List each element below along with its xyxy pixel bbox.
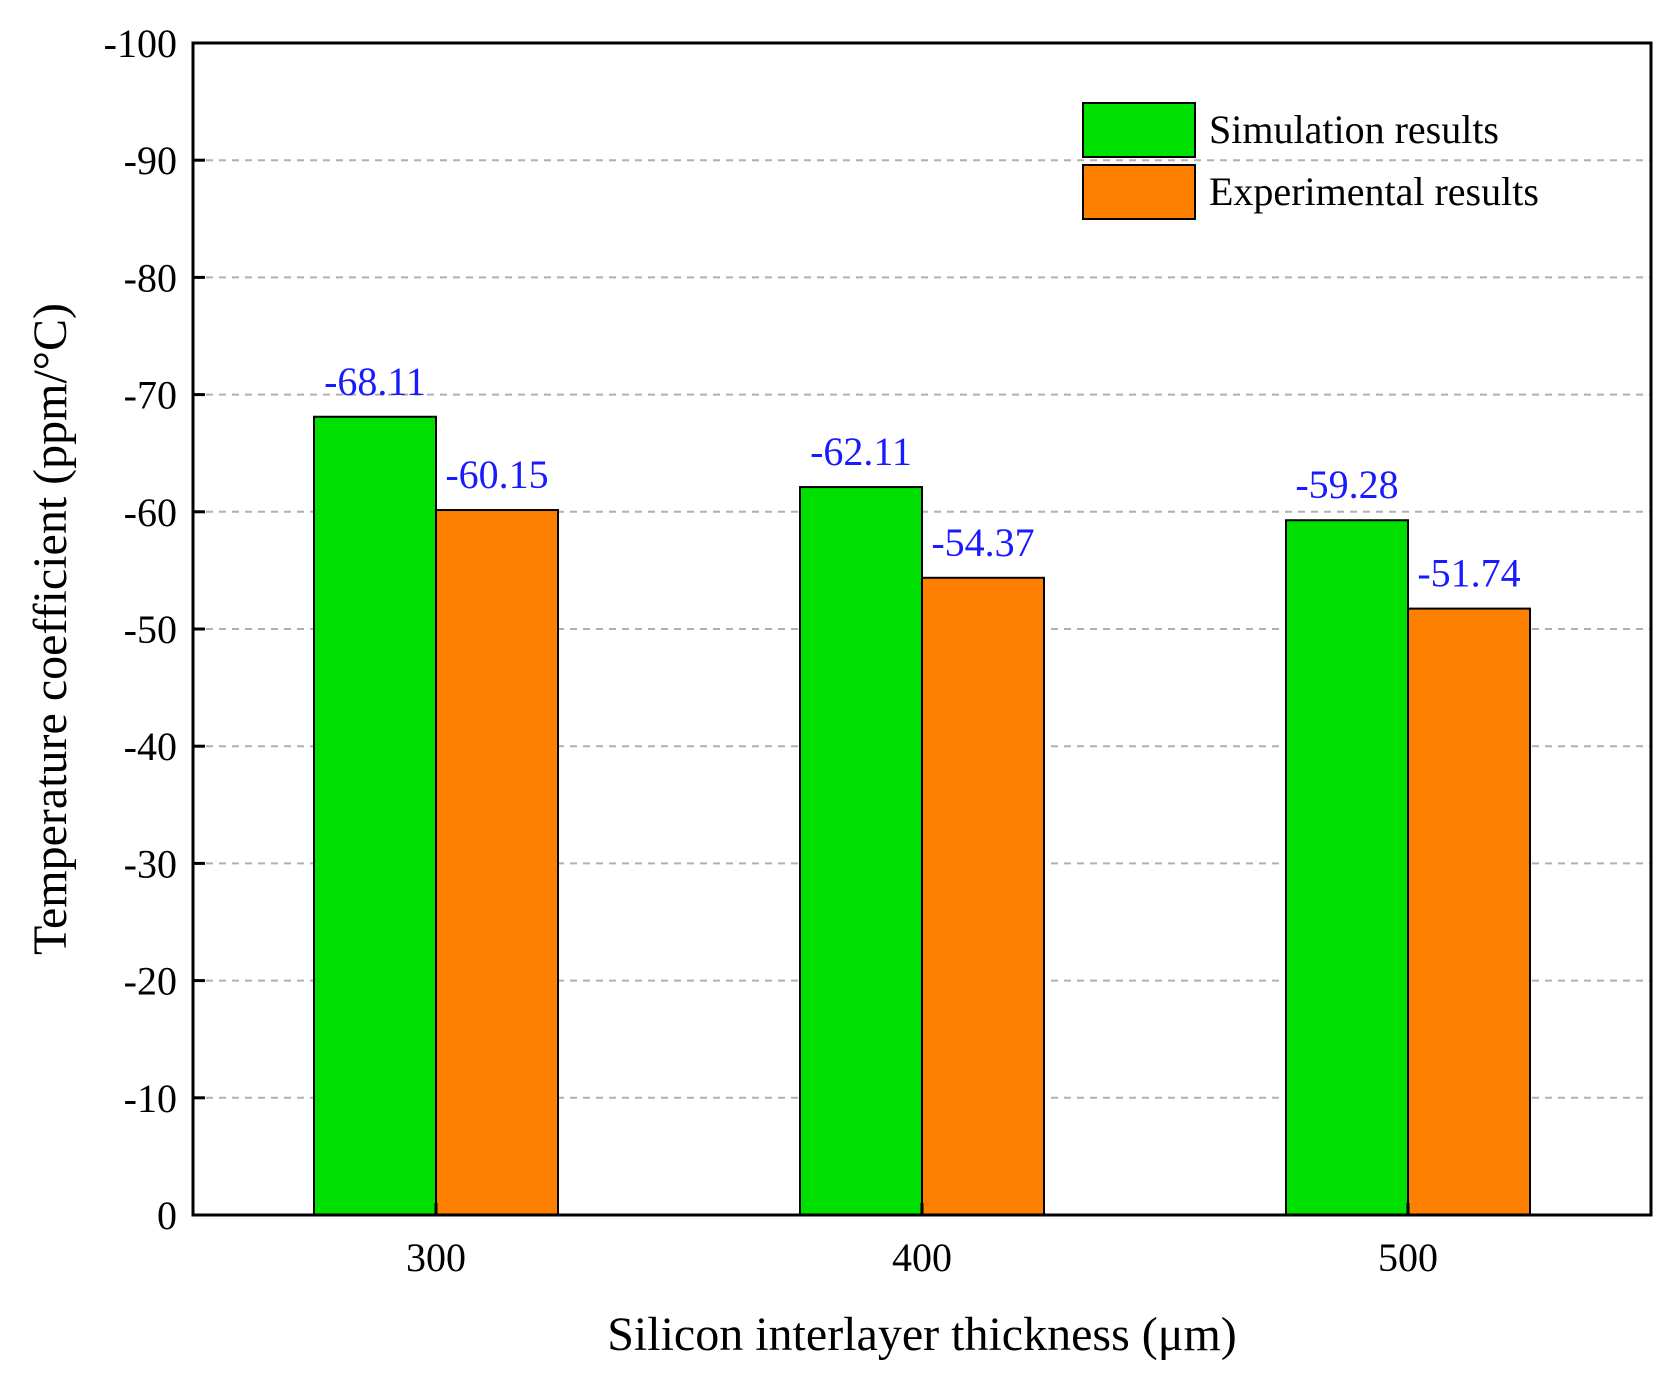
data-labels: -68.11 -60.15 -62.11 -54.37 -59.28 -51.74 <box>324 359 1521 596</box>
x-tick-label: 400 <box>892 1235 952 1280</box>
bar-experimental <box>435 509 559 1216</box>
x-axis: 300 400 500 <box>406 1203 1438 1280</box>
y-tick-label: -10 <box>124 1076 177 1121</box>
data-label: -59.28 <box>1295 462 1398 507</box>
data-label: -51.74 <box>1417 551 1520 596</box>
legend-label: Experimental results <box>1209 169 1539 214</box>
legend-swatch-simulation <box>1082 102 1196 158</box>
bar-simulation <box>1285 519 1409 1216</box>
y-tick-label: -30 <box>124 841 177 886</box>
x-tick-label: 500 <box>1378 1235 1438 1280</box>
bar-simulation <box>313 415 437 1216</box>
y-tick-label: -90 <box>124 138 177 183</box>
y-tick-label: -60 <box>124 490 177 535</box>
data-label: -54.37 <box>931 520 1034 565</box>
bar-experimental <box>1407 607 1531 1216</box>
y-tick-label: -50 <box>124 607 177 652</box>
bars <box>313 415 1531 1216</box>
legend: Simulation results Experimental results <box>1082 102 1539 220</box>
y-axis-title: Temperature coefficient (ppm/°C) <box>24 303 77 955</box>
x-axis-title: Silicon interlayer thickness (μm) <box>607 1308 1237 1361</box>
data-label: -60.15 <box>445 452 548 497</box>
bar-experimental <box>921 576 1045 1216</box>
y-tick-label: -80 <box>124 255 177 300</box>
data-label: -62.11 <box>810 429 912 474</box>
x-tick-label: 300 <box>406 1235 466 1280</box>
legend-label: Simulation results <box>1209 107 1499 152</box>
y-tick-label: -100 <box>104 21 177 66</box>
bar-simulation <box>799 486 923 1216</box>
data-label: -68.11 <box>324 359 426 404</box>
y-tick-label: -20 <box>124 959 177 1004</box>
legend-swatch-experimental <box>1082 164 1196 220</box>
y-tick-label: -40 <box>124 724 177 769</box>
y-tick-label: 0 <box>157 1193 177 1238</box>
y-tick-label: -70 <box>124 373 177 418</box>
y-axis: 0 -10 -20 -30 -40 -50 -60 -70 -80 -90 -100 <box>104 21 205 1238</box>
